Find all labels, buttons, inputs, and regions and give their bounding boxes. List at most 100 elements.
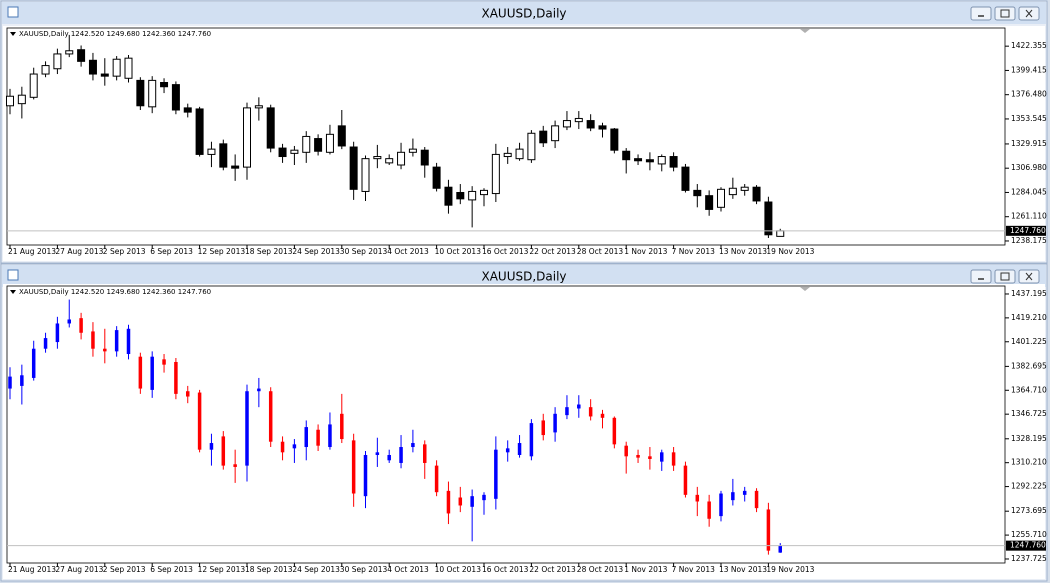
window-icon: [7, 269, 19, 281]
plot-border: [6, 285, 1006, 564]
candle-body: [681, 166, 690, 191]
x-tick-label: 27 Aug 2013: [55, 565, 103, 574]
x-tick-label: 19 Nov 2013: [766, 565, 814, 574]
minimize-button[interactable]: [970, 6, 992, 21]
x-tick-label: 27 Aug 2013: [55, 247, 103, 256]
shift-marker: [800, 29, 810, 33]
candle-body: [444, 186, 453, 206]
x-tick-label: 2 Sep 2013: [103, 565, 146, 574]
candle-body: [491, 153, 500, 195]
candle-body: [207, 148, 216, 155]
x-tick-label: 13 Nov 2013: [719, 565, 767, 574]
x-tick-label: 22 Oct 2013: [529, 565, 576, 574]
candle-body: [219, 143, 228, 168]
y-tick-label: 1422.355: [1011, 41, 1047, 50]
candle-body: [337, 125, 346, 147]
candle-body: [551, 125, 560, 142]
bar-body: [612, 417, 617, 445]
x-tick-label: 12 Sep 2013: [198, 565, 246, 574]
x-tick-label: 19 Nov 2013: [766, 247, 814, 256]
candle-body: [622, 150, 631, 161]
bar-body: [588, 407, 593, 417]
maximize-button[interactable]: [994, 6, 1016, 21]
bar-body: [541, 420, 545, 436]
x-tick-label: 30 Sep 2013: [340, 565, 388, 574]
bar-body: [292, 444, 297, 449]
chart-background: [3, 284, 1045, 579]
bar-body: [233, 464, 237, 467]
bar-body: [138, 356, 143, 389]
candle-body: [539, 130, 548, 144]
candle-body: [562, 120, 571, 128]
y-tick-label: 1437.195: [1011, 289, 1047, 298]
window-title: XAUUSD,Daily: [481, 7, 566, 21]
candle-body: [183, 107, 192, 113]
bar-body: [43, 338, 48, 349]
candle-body: [148, 79, 157, 108]
bar-body: [553, 413, 557, 433]
maximize-button[interactable]: [994, 269, 1016, 284]
y-tick-label: 1346.725: [1011, 409, 1047, 418]
candle-body: [17, 94, 26, 105]
close-icon: [1025, 272, 1033, 281]
bar-body: [245, 391, 249, 466]
bar-body: [8, 376, 12, 389]
bar-body: [67, 319, 71, 324]
bar-body: [600, 413, 605, 418]
bar-body: [494, 449, 498, 499]
candle-body: [717, 188, 725, 208]
window-icon: [7, 6, 19, 18]
window-title: XAUUSD,Daily: [481, 270, 566, 284]
bar-body: [624, 445, 628, 457]
chart-background: [3, 26, 1045, 261]
bar-body: [434, 465, 439, 493]
candle-body: [693, 189, 702, 197]
y-tick-label: 1328.195: [1011, 434, 1047, 443]
candle-body: [634, 158, 643, 162]
bar-body: [423, 444, 427, 463]
bar-body: [636, 454, 640, 458]
x-tick-label: 18 Sep 2013: [245, 565, 293, 574]
title-bar: [2, 2, 1046, 24]
candle-body: [740, 186, 749, 191]
symbol-info: XAUUSD,Daily 1242.520 1249.680 1242.360 …: [19, 288, 211, 296]
bar-body: [565, 407, 569, 416]
symbol-info: XAUUSD,Daily 1242.520 1249.680 1242.360 …: [19, 30, 211, 38]
x-tick-label: 6 Sep 2013: [150, 247, 193, 256]
candle-body: [325, 133, 334, 153]
x-tick-label: 28 Oct 2013: [577, 247, 624, 256]
candle-body: [77, 49, 86, 62]
minimize-button[interactable]: [970, 269, 992, 284]
candle-body: [136, 79, 145, 107]
last-price-box: [1006, 225, 1046, 236]
candle-body: [657, 156, 666, 165]
y-tick-label: 1292.225: [1011, 482, 1047, 491]
y-tick-label: 1364.710: [1011, 385, 1047, 394]
x-tick-label: 7 Nov 2013: [672, 565, 715, 574]
x-tick-label: 7 Nov 2013: [672, 247, 715, 256]
info-arrow: [10, 32, 16, 36]
bar-body: [577, 404, 581, 409]
x-tick-label: 22 Oct 2013: [529, 247, 576, 256]
bar-body: [150, 356, 154, 390]
candle-body: [373, 156, 382, 160]
candle-body: [243, 107, 251, 168]
candle-body: [728, 187, 737, 196]
candle-body: [349, 146, 358, 190]
bar-body: [766, 509, 771, 551]
bar-body: [20, 375, 24, 386]
candle-body: [53, 53, 62, 70]
y-tick-label: 1401.225: [1011, 337, 1047, 346]
x-tick-label: 16 Oct 2013: [482, 565, 529, 574]
bar-body: [91, 331, 95, 349]
last-price-label: 1247.760: [1010, 226, 1046, 235]
bar-body: [778, 545, 782, 553]
candle-body: [397, 151, 406, 166]
bar-body: [162, 359, 166, 365]
bar-body: [304, 427, 308, 448]
bar-body: [387, 454, 391, 461]
x-tick-label: 18 Sep 2013: [245, 247, 293, 256]
bar-body: [363, 454, 368, 497]
candle-body: [705, 195, 714, 210]
